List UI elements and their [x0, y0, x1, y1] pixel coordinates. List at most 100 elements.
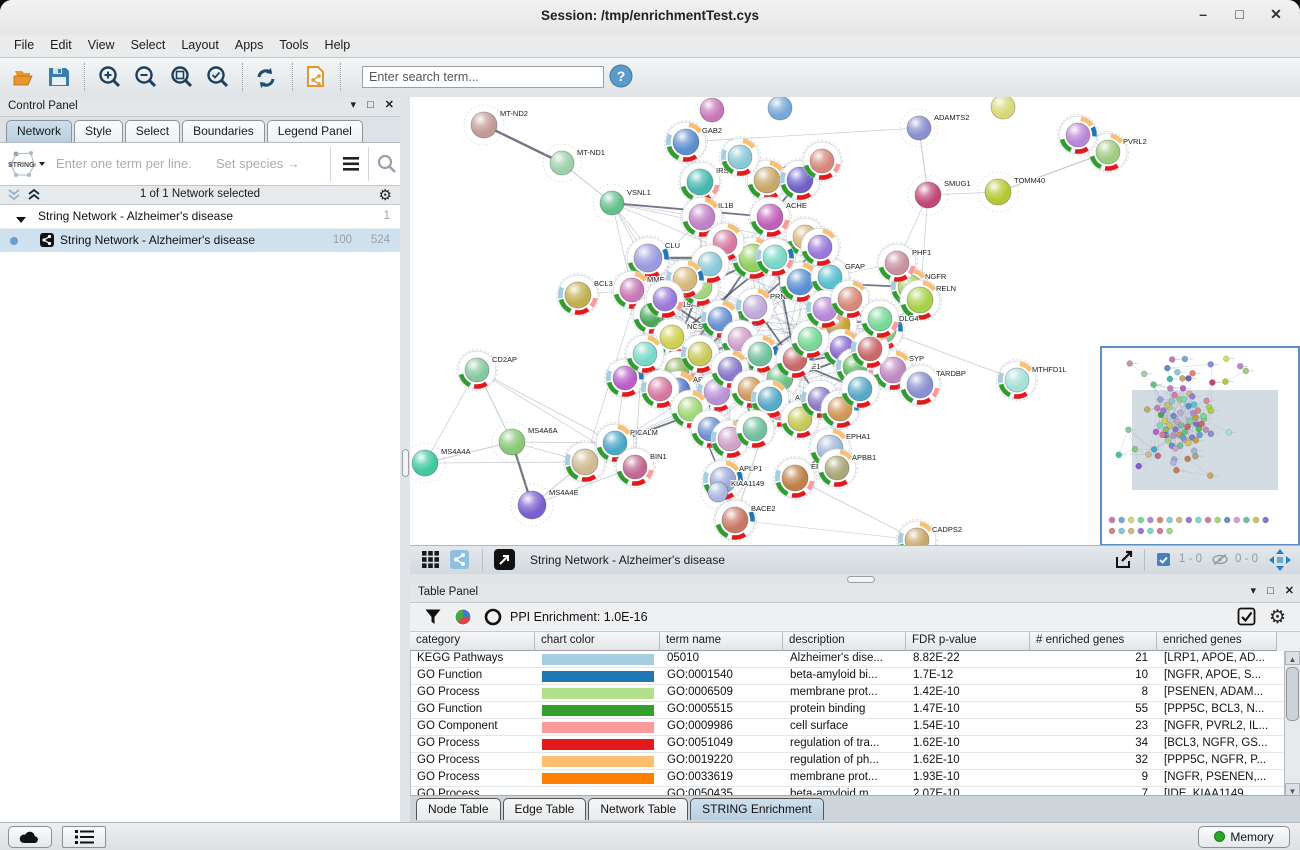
network-share-view-icon[interactable]	[450, 550, 469, 574]
panel-close-icon[interactable]: ✕	[1284, 585, 1294, 597]
network-node[interactable]	[644, 278, 686, 320]
panel-float-icon[interactable]: □	[367, 99, 374, 111]
table-row[interactable]: GO Function GO:0005515 protein binding 1.47…	[411, 702, 1300, 719]
network-node-VSNL1[interactable]: VSNL1	[592, 183, 652, 223]
tab-boundaries[interactable]: Boundaries	[182, 120, 265, 142]
menu-file[interactable]: File	[14, 38, 35, 52]
filter-icon[interactable]	[424, 608, 442, 631]
collapse-all-icon[interactable]	[6, 188, 22, 207]
column-header-description[interactable]: description	[783, 632, 906, 651]
panel-float-icon[interactable]: □	[1267, 585, 1274, 597]
zoom-fit-icon[interactable]	[168, 64, 196, 97]
table-row[interactable]: GO Process GO:0019220 regulation of ph... 1…	[411, 753, 1300, 770]
network-node-TARDBP[interactable]: TARDBP	[898, 363, 967, 407]
column-header--enriched-genes[interactable]: # enriched genes	[1030, 632, 1157, 651]
network-node[interactable]	[624, 333, 666, 375]
collection-expand-icon[interactable]	[16, 213, 26, 227]
table-tab-string-enrichment[interactable]: STRING Enrichment	[690, 798, 824, 820]
network-node[interactable]	[859, 298, 901, 340]
string-logo-icon[interactable]: STRING	[6, 149, 46, 184]
network-node[interactable]	[719, 136, 761, 178]
network-node-ACHE[interactable]: ACHE	[748, 195, 808, 239]
network-node-GAB2[interactable]: GAB2	[664, 120, 723, 164]
table-row[interactable]: GO Component GO:0009986 cell surface 1.54E-…	[411, 719, 1300, 736]
menu-view[interactable]: View	[87, 38, 115, 52]
table-row[interactable]: GO Process GO:0006509 membrane prot... 1.42…	[411, 685, 1300, 702]
network-share-icon[interactable]	[302, 64, 330, 97]
column-header-term-name[interactable]: term name	[660, 632, 783, 651]
network-node-MTHFD1L[interactable]: MTHFD1L	[996, 359, 1068, 401]
menu-help[interactable]: Help	[324, 38, 351, 52]
set-species-label[interactable]: Set species →	[216, 156, 300, 171]
network-node-PRNP[interactable]: PRNP	[734, 286, 792, 328]
splitter-handle[interactable]	[402, 449, 409, 477]
search-input[interactable]	[362, 66, 604, 88]
network-node-PHF1[interactable]: PHF1	[876, 242, 932, 284]
network-node-KIAA1149[interactable]: KIAA1149	[700, 474, 765, 510]
network-node[interactable]	[839, 368, 881, 410]
network-node-IL1B[interactable]: IL1B	[680, 195, 734, 239]
network-node[interactable]	[829, 278, 871, 320]
grid-view-icon[interactable]	[422, 551, 440, 574]
birds-eye-viewport[interactable]	[1132, 390, 1278, 490]
tab-select[interactable]: Select	[124, 120, 181, 142]
network-node[interactable]	[990, 97, 1016, 120]
menu-apps[interactable]: Apps	[234, 38, 264, 52]
network-node[interactable]	[754, 236, 796, 278]
pie-chart-icon[interactable]	[454, 608, 472, 631]
network-node-MT-ND1[interactable]: MT-ND1	[542, 143, 606, 183]
network-collection-row[interactable]: String Network - Alzheimer's disease 1	[0, 205, 400, 229]
export-network-icon[interactable]	[1113, 549, 1135, 576]
network-node-MS4A4A[interactable]: MS4A4A	[410, 442, 472, 484]
column-header-chart-color[interactable]: chart color	[535, 632, 660, 651]
network-node[interactable]	[767, 97, 793, 121]
table-tab-edge-table[interactable]: Edge Table	[502, 798, 587, 820]
menu-tools[interactable]: Tools	[279, 38, 309, 52]
refresh-network-icon[interactable]	[252, 64, 280, 97]
scroll-up-arrow-icon[interactable]: ▲	[1285, 651, 1300, 665]
network-node[interactable]	[779, 398, 821, 440]
network-node-MT-ND2[interactable]: MT-ND2	[463, 104, 529, 146]
network-node-TOMM40[interactable]: TOMM40	[977, 171, 1046, 213]
column-header-category[interactable]: category	[410, 632, 535, 651]
network-node-PICALM[interactable]: PICALM	[594, 422, 659, 464]
table-row[interactable]: GO Process GO:0051049 regulation of tra...…	[411, 736, 1300, 753]
table-row[interactable]: GO Process GO:0050435 beta-amyloid m... 2.0…	[411, 787, 1300, 797]
column-header-enriched-genes[interactable]: enriched genes	[1157, 632, 1277, 651]
zoom-in-icon[interactable]	[96, 64, 124, 97]
table-tab-node-table[interactable]: Node Table	[416, 798, 501, 820]
network-node[interactable]	[1057, 114, 1099, 156]
close-icon[interactable]: ✕	[1270, 6, 1282, 22]
network-node[interactable]	[749, 378, 791, 420]
network-node[interactable]	[819, 388, 861, 430]
network-node-BCL3[interactable]: BCL3	[556, 273, 614, 317]
network-node-APBB1[interactable]: APBB1	[816, 447, 877, 489]
column-header-fdr-p-value[interactable]: FDR p-value	[906, 632, 1030, 651]
network-node[interactable]	[734, 408, 776, 450]
string-search-icon[interactable]	[376, 153, 398, 180]
network-node-SMUG1[interactable]: SMUG1	[907, 174, 972, 216]
menu-layout[interactable]: Layout	[181, 38, 219, 52]
network-node-CADPS2[interactable]: CADPS2	[896, 519, 963, 546]
string-options-icon[interactable]	[341, 154, 361, 179]
maximize-icon[interactable]: □	[1235, 6, 1244, 22]
network-node[interactable]	[699, 97, 725, 123]
network-node-ADAMTS2[interactable]: ADAMTS2	[899, 108, 970, 148]
network-node[interactable]	[799, 226, 841, 268]
network-node[interactable]	[639, 368, 681, 410]
table-row[interactable]: GO Process GO:0033619 membrane prot... 1.93…	[411, 770, 1300, 787]
zoom-selected-icon[interactable]	[204, 64, 232, 97]
network-node-IRS1[interactable]: IRS1	[678, 160, 734, 204]
zoom-out-icon[interactable]	[132, 64, 160, 97]
panel-menu-icon[interactable]: ▾	[1250, 585, 1256, 597]
menu-select[interactable]: Select	[130, 38, 166, 52]
task-list-button[interactable]	[62, 826, 106, 848]
tab-legend-panel[interactable]: Legend Panel	[266, 120, 363, 142]
open-session-icon[interactable]	[12, 64, 38, 95]
table-scrollbar[interactable]: ▲ ▼	[1284, 651, 1300, 797]
network-node-MS4A6A[interactable]: MS4A6A	[491, 421, 559, 463]
network-node-BACE2[interactable]: BACE2	[713, 498, 777, 542]
select-rows-checkbox-icon[interactable]	[1237, 607, 1256, 631]
network-node-PVRL2[interactable]: PVRL2	[1087, 131, 1148, 173]
network-canvas[interactable]: MT-ND2MT-ND1VSNL1GAB2IRS1CHATBCHEIL1BACH…	[410, 97, 1300, 545]
